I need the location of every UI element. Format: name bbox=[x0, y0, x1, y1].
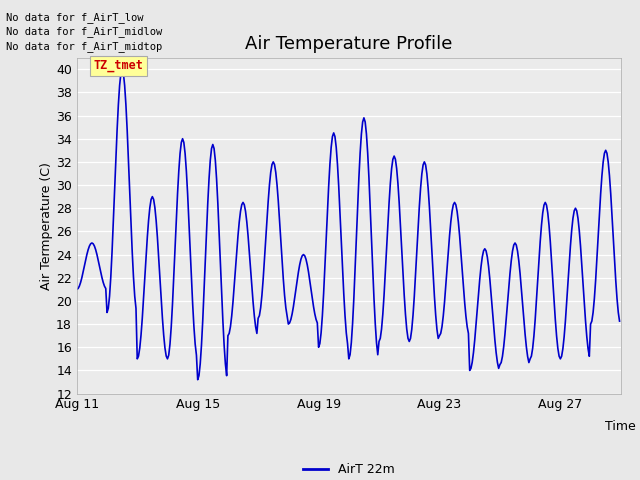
Text: TZ_tmet: TZ_tmet bbox=[93, 60, 143, 72]
Title: Air Temperature Profile: Air Temperature Profile bbox=[245, 35, 452, 53]
Y-axis label: Air Termperature (C): Air Termperature (C) bbox=[40, 162, 53, 289]
Text: No data for f_AirT_midlow: No data for f_AirT_midlow bbox=[6, 26, 163, 37]
X-axis label: Time: Time bbox=[605, 420, 636, 433]
Text: No data for f_AirT_low: No data for f_AirT_low bbox=[6, 12, 144, 23]
Legend: AirT 22m: AirT 22m bbox=[298, 458, 399, 480]
Text: No data for f_AirT_midtop: No data for f_AirT_midtop bbox=[6, 41, 163, 52]
